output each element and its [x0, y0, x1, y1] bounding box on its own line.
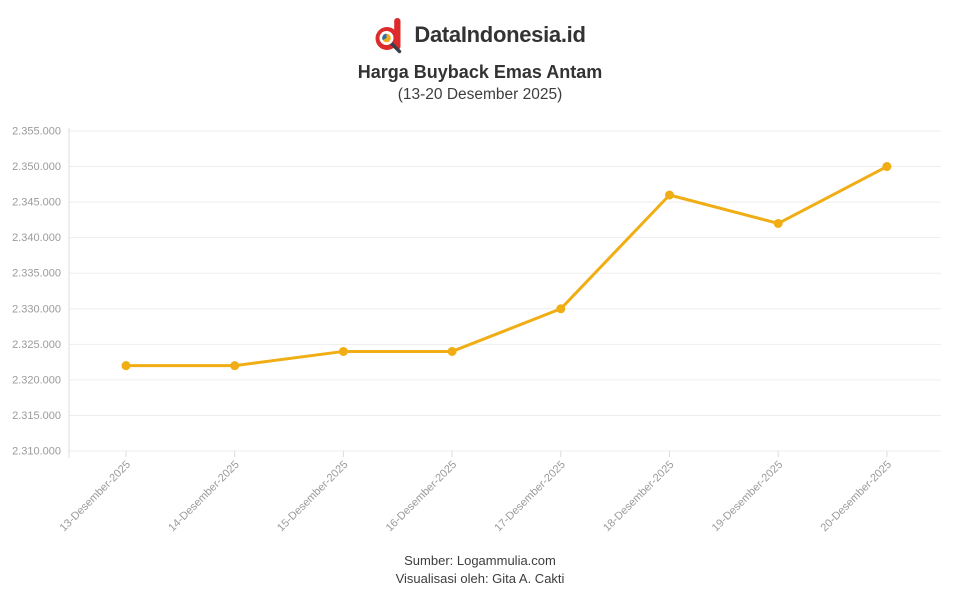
data-point [665, 190, 674, 200]
x-tick-label: 16-Desember-2025 [384, 459, 460, 535]
data-point [121, 361, 131, 371]
y-tick-label: 2.350.000 [12, 161, 61, 173]
data-line [124, 165, 889, 368]
source-text: Sumber: Logammulia.com [404, 553, 556, 568]
data-point [882, 162, 892, 172]
footer: Sumber: Logammulia.com Visualisasi oleh:… [0, 552, 960, 588]
data-point [447, 346, 457, 356]
credit-text: Visualisasi oleh: Gita A. Cakti [395, 571, 565, 586]
data-point [230, 361, 240, 371]
data-point [556, 304, 566, 314]
magnifier-handle-icon [389, 41, 402, 54]
x-tick-label: 18-Desember-2025 [601, 459, 677, 535]
data-point [338, 346, 348, 356]
x-tick-label: 15-Desember-2025 [275, 459, 351, 535]
y-tick-label: 2.335.000 [12, 268, 61, 280]
y-tick-label: 2.355.000 [12, 126, 61, 138]
chart-subtitle: (13-20 Desember 2025) [397, 86, 563, 103]
x-tick-label: 17-Desember-2025 [492, 459, 568, 535]
y-tick-label: 2.315.000 [12, 410, 61, 422]
brand-name: DataIndonesia.id [414, 22, 586, 47]
y-tick-label: 2.320.000 [12, 374, 61, 386]
y-tick-label: 2.310.000 [12, 446, 61, 458]
chart-title: Harga Buyback Emas Antam [357, 62, 603, 82]
x-tick-label: 19-Desember-2025 [710, 459, 786, 535]
brand-logo-icon [375, 18, 402, 54]
y-tick-label: 2.345.000 [12, 197, 61, 209]
y-tick-label: 2.325.000 [12, 339, 61, 351]
y-tick-label: 2.340.000 [12, 232, 61, 244]
x-tick-label: 13-Desember-2025 [58, 459, 134, 535]
y-tick-label: 2.330.000 [12, 303, 61, 315]
header: DataIndonesia.id Harga Buyback Emas Anta… [0, 16, 960, 104]
brand: DataIndonesia.id [0, 16, 960, 54]
x-tick-label: 14-Desember-2025 [166, 459, 242, 535]
x-tick-label: 20-Desember-2025 [819, 459, 895, 535]
data-point [773, 218, 783, 228]
